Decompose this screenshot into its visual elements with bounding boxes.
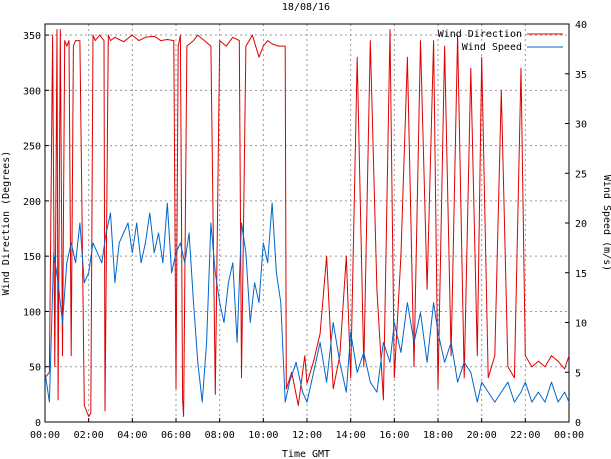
y-right-tick-label: 40	[575, 20, 587, 31]
series-group	[44, 29, 570, 417]
y-right-tick-label: 5	[575, 368, 581, 379]
x-tick-label: 16:00	[379, 430, 409, 441]
y-axis-label-right: Wind Speed (m/s)	[601, 175, 611, 271]
x-tick-label: 22:00	[510, 430, 540, 441]
x-tick-label: 04:00	[117, 430, 147, 441]
y-right-tick-label: 20	[575, 219, 587, 230]
y-left-tick-label: 200	[23, 197, 41, 208]
legend-label-wind-direction: Wind Direction	[438, 29, 522, 40]
y-right-tick-label: 35	[575, 70, 587, 81]
legend-label-wind-speed: Wind Speed	[462, 42, 522, 53]
x-tick-label: 02:00	[74, 430, 104, 441]
y-left-tick-label: 350	[23, 31, 41, 42]
y-left-tick-label: 250	[23, 142, 41, 153]
x-tick-label: 00:00	[554, 430, 584, 441]
y-right-tick-label: 15	[575, 269, 587, 280]
series-line-wind-speed	[44, 202, 570, 403]
x-tick-label: 14:00	[336, 430, 366, 441]
y-right-tick-label: 25	[575, 169, 587, 180]
y-left-tick-label: 100	[23, 307, 41, 318]
legend: Wind Direction Wind Speed	[438, 29, 563, 53]
x-tick-label: 00:00	[30, 430, 60, 441]
x-tick-label: 12:00	[292, 430, 322, 441]
y-left-tick-label: 300	[23, 86, 41, 97]
x-tick-label: 08:00	[205, 430, 235, 441]
y-left-tick-label: 50	[29, 363, 41, 374]
y-left-tick-label: 0	[35, 418, 41, 429]
plot-frame	[44, 23, 570, 423]
series-line-wind-direction	[44, 29, 570, 417]
axis-ticks: 00:00 02:00 04:00 06:00 08:00 10:00 12:00 14:00…	[23, 20, 587, 441]
y-right-tick-label: 0	[575, 418, 581, 429]
y-right-tick-label: 10	[575, 319, 587, 330]
x-tick-label: 06:00	[161, 430, 191, 441]
x-tick-label: 20:00	[467, 430, 497, 441]
grid	[45, 24, 569, 422]
y-right-tick-label: 30	[575, 120, 587, 131]
x-tick-label: 18:00	[423, 430, 453, 441]
chart-title: 18/08/16	[282, 2, 330, 13]
x-axis-label: Time GMT	[282, 449, 330, 459]
y-axis-label-left: Wind Direction (Degrees)	[1, 151, 12, 296]
y-left-tick-label: 150	[23, 252, 41, 263]
x-tick-label: 10:00	[248, 430, 278, 441]
